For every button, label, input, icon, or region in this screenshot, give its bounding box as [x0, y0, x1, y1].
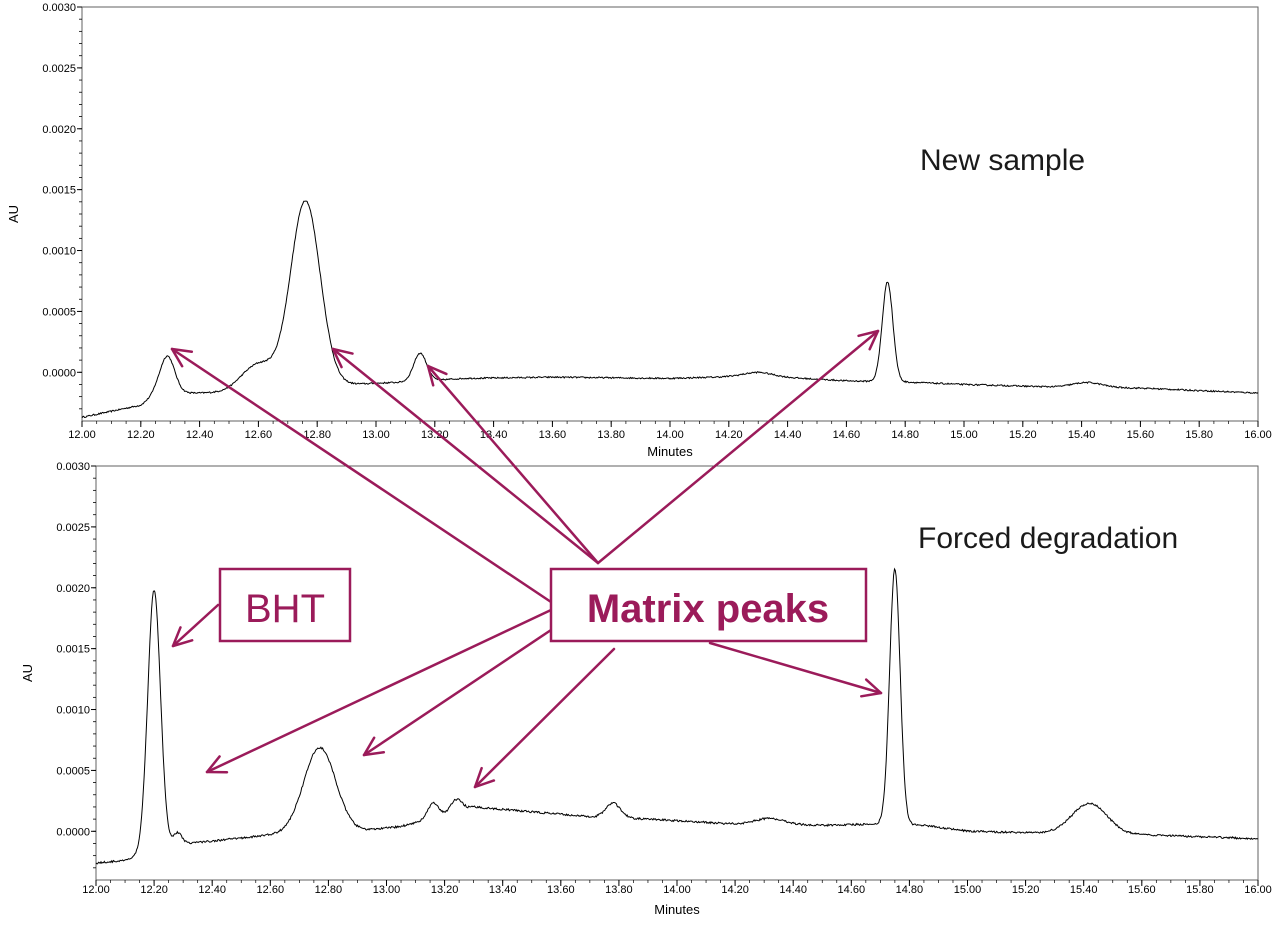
x-tick-label: 14.40: [774, 429, 802, 441]
x-tick-label: 16.00: [1244, 429, 1272, 441]
matrix-peaks-callout-label: Matrix peaks: [587, 587, 829, 631]
annotation-arrow-line: [205, 608, 553, 774]
y-tick-label: 0.0015: [56, 644, 90, 656]
x-tick-label: 14.60: [833, 429, 861, 441]
y-tick-label: 0.0025: [56, 522, 90, 534]
x-tick-label: 15.80: [1186, 884, 1214, 896]
x-tick-label: 13.80: [605, 884, 633, 896]
annotation-arrowhead: [170, 347, 194, 368]
x-axis-title: Minutes: [647, 444, 693, 459]
x-tick-label: 12.20: [140, 884, 168, 896]
x-tick-label: 13.40: [489, 884, 517, 896]
x-tick-label: 12.00: [68, 429, 96, 441]
x-tick-label: 14.80: [896, 884, 924, 896]
y-tick-label: 0.0010: [42, 246, 76, 258]
x-tick-label: 14.60: [838, 884, 866, 896]
x-tick-label: 15.00: [950, 429, 978, 441]
annotation-arrowhead: [857, 329, 880, 351]
x-tick-label: 15.00: [954, 884, 982, 896]
x-tick-label: 15.20: [1012, 884, 1040, 896]
bht-callout: BHT: [218, 567, 352, 643]
x-axis-title: Minutes: [654, 902, 700, 917]
annotation-arrow-line: [171, 603, 220, 648]
x-tick-label: 15.60: [1127, 429, 1155, 441]
x-tick-label: 15.60: [1128, 884, 1156, 896]
annotation-arrowhead: [860, 678, 883, 698]
x-tick-label: 13.00: [373, 884, 401, 896]
y-tick-label: 0.0000: [42, 367, 76, 379]
x-tick-label: 13.60: [539, 429, 567, 441]
plot-frame: [81, 6, 1259, 422]
x-tick-label: 14.20: [715, 429, 743, 441]
matrix-peaks-callout: Matrix peaks: [549, 567, 868, 643]
x-tick-label: 12.20: [127, 429, 155, 441]
y-tick-label: 0.0020: [42, 124, 76, 136]
y-tick-label: 0.0005: [56, 765, 90, 777]
y-tick-label: 0.0025: [42, 63, 76, 75]
annotation-arrowhead: [205, 755, 229, 774]
x-tick-label: 13.80: [597, 429, 625, 441]
annotation-arrow-line: [362, 628, 553, 757]
bht-callout-box: [218, 567, 352, 643]
y-axis-title: AU: [20, 664, 35, 682]
y-axis-title: AU: [6, 205, 21, 223]
annotation-arrowhead: [171, 626, 194, 648]
annotation-arrowhead: [426, 364, 448, 387]
x-tick-label: 15.80: [1185, 429, 1213, 441]
x-tick-label: 13.20: [431, 884, 459, 896]
annotation-arrow-line: [596, 329, 880, 565]
x-tick-label: 14.00: [656, 429, 684, 441]
x-tick-label: 14.80: [891, 429, 919, 441]
x-tick-label: 12.80: [315, 884, 343, 896]
annotation-arrow-line: [473, 647, 616, 789]
bht-callout-label: BHT: [245, 587, 325, 631]
forced-degradation-panel: 0.0000 0.0005 0.0010 0.0015 0.0020 0.0025 0.00…: [20, 461, 1272, 917]
y-tick-label: 0.0030: [56, 461, 90, 473]
x-tick-label: 12.60: [245, 429, 273, 441]
new-sample-panel: 0.0000 0.0005 0.0010 0.0015 0.0020 0.0025 0.00…: [6, 2, 1272, 459]
x-tick-label: 14.00: [663, 884, 691, 896]
annotation-arrow-line: [170, 347, 553, 604]
x-tick-label: 12.60: [257, 884, 285, 896]
matrix-peaks-callout-box: [549, 567, 868, 643]
x-tick-label: 12.00: [82, 884, 110, 896]
x-tick-label: 12.40: [198, 884, 226, 896]
annotation-arrow-line: [331, 347, 600, 565]
y-tick-label: 0.0015: [42, 185, 76, 197]
x-tick-label: 13.60: [547, 884, 575, 896]
chromatogram-trace: [95, 567, 1259, 865]
y-tick-label: 0.0005: [42, 306, 76, 318]
forced-degradation-label: Forced degradation: [918, 522, 1178, 555]
annotation-arrowhead: [331, 347, 354, 369]
x-tick-label: 15.20: [1009, 429, 1037, 441]
y-tick-label: 0.0020: [56, 583, 90, 595]
y-tick-label: 0.0030: [42, 2, 76, 14]
annotation-arrowhead: [473, 766, 496, 789]
x-tick-label: 14.20: [721, 884, 749, 896]
y-tick-label: 0.0000: [56, 826, 90, 838]
x-tick-label: 13.00: [362, 429, 390, 441]
x-tick-label: 16.00: [1244, 884, 1272, 896]
chromatogram-trace: [81, 200, 1259, 419]
x-tick-label: 12.40: [186, 429, 214, 441]
x-tick-label: 15.40: [1070, 884, 1098, 896]
x-tick-label: 14.40: [779, 884, 807, 896]
annotation-arrow-line: [708, 641, 883, 695]
matrix-peak-arrows: [170, 329, 883, 789]
new-sample-label: New sample: [920, 144, 1085, 177]
x-tick-label: 13.40: [480, 429, 508, 441]
annotation-arrowhead: [362, 736, 386, 757]
x-tick-label: 12.80: [303, 429, 331, 441]
x-tick-label: 15.40: [1068, 429, 1096, 441]
y-tick-label: 0.0010: [56, 705, 90, 717]
annotation-arrow-line: [426, 364, 600, 565]
